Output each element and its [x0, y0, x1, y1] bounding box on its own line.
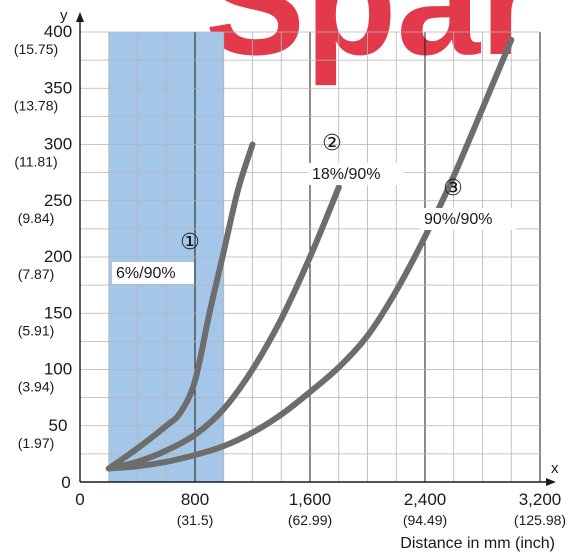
- x-tick-sublabel: (125.98): [514, 512, 566, 528]
- y-tick-sublabel: (3.94): [18, 379, 55, 395]
- grid: [80, 31, 541, 482]
- series-label-2: 18%/90%: [312, 166, 381, 183]
- series-number-3: ③: [443, 176, 463, 201]
- y-tick-sublabel: (9.84): [18, 210, 55, 226]
- y-tick-label: 100: [44, 360, 72, 379]
- axes: xy: [60, 7, 559, 486]
- series-label-3: 90%/90%: [424, 211, 493, 228]
- watermark: Spar: [205, 0, 538, 86]
- y-tick-sublabel: (7.87): [18, 266, 55, 282]
- x-tick-sublabel: (94.49): [403, 512, 447, 528]
- x-tick-label: 2,400: [404, 490, 447, 509]
- x-tick-sublabel: (62.99): [288, 512, 332, 528]
- series-label-1: 6%/90%: [116, 265, 176, 282]
- y-tick-sublabel: (1.97): [18, 435, 55, 451]
- watermark-text: Spar: [205, 0, 538, 86]
- x-tick-sublabel: (31.5): [177, 512, 214, 528]
- x-axis-letter: x: [551, 460, 559, 477]
- series-number-1: ①: [180, 230, 200, 255]
- x-axis-label: Distance in mm (inch): [400, 535, 555, 552]
- y-tick-label: 300: [44, 135, 72, 154]
- y-tick-label: 150: [44, 303, 72, 322]
- tick-labels: 0 800 (31.5) 1,600 (62.99) 2,400 (94.49) 3,200 (…: [14, 22, 566, 528]
- series-lines: [105, 36, 515, 472]
- y-axis-arrow: [76, 12, 84, 22]
- y-tick-label: 350: [44, 78, 72, 97]
- y-tick-label: 200: [44, 247, 72, 266]
- y-tick-label: 50: [49, 416, 68, 435]
- x-tick-label: 3,200: [519, 490, 562, 509]
- x-axis-arrow: [546, 478, 556, 486]
- series-line-3: [105, 36, 515, 472]
- series-number-2: ②: [322, 131, 342, 156]
- y-tick-label: 0: [61, 473, 70, 492]
- y-tick-sublabel: (15.75): [14, 41, 58, 57]
- x-tick-label: 800: [181, 490, 209, 509]
- series-label-background-1: [112, 262, 194, 284]
- x-tick-label: 1,600: [289, 490, 332, 509]
- y-tick-label: 250: [44, 191, 72, 210]
- y-tick-sublabel: (5.91): [18, 322, 55, 338]
- y-tick-label: 400: [44, 22, 72, 41]
- series-label-background-3: [420, 208, 516, 230]
- series-line-1: [105, 141, 256, 472]
- series-label-background-2: [308, 163, 404, 185]
- y-tick-sublabel: (13.78): [14, 97, 58, 113]
- x-tick-label: 0: [75, 490, 84, 509]
- series-annotations: ①6%/90% ② 18%/90% ③ 90%/90%: [112, 131, 516, 284]
- y-tick-sublabel: (11.81): [14, 154, 57, 170]
- series-line-2: [105, 184, 342, 472]
- y-axis-letter: y: [60, 7, 68, 24]
